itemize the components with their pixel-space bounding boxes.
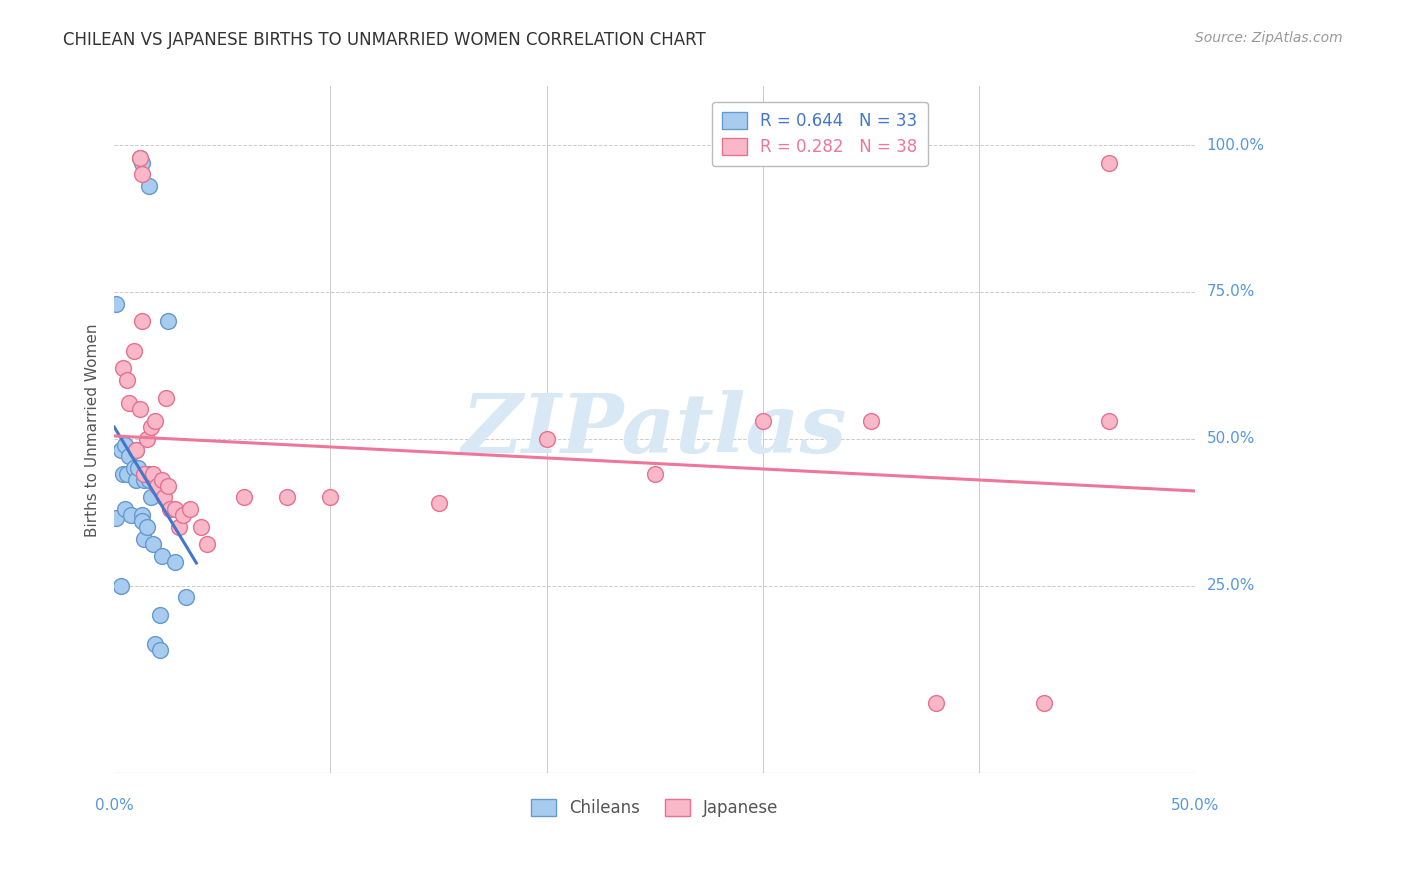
Point	[149, 643, 172, 657]
Text: 50.0%: 50.0%	[1206, 431, 1254, 446]
Point	[114, 502, 136, 516]
Point	[163, 502, 186, 516]
Point	[121, 508, 143, 522]
Point	[195, 537, 218, 551]
Point	[110, 578, 132, 592]
Point	[115, 373, 138, 387]
Point	[131, 514, 153, 528]
Y-axis label: Births to Unmarried Women: Births to Unmarried Women	[86, 323, 100, 537]
Point	[139, 420, 162, 434]
Point	[138, 473, 160, 487]
Point	[111, 361, 134, 376]
Point	[167, 520, 190, 534]
Point	[1098, 414, 1121, 428]
Point	[179, 502, 201, 516]
Point	[105, 296, 128, 310]
Text: 0.0%: 0.0%	[94, 798, 134, 814]
Point	[276, 491, 298, 505]
Point	[157, 478, 180, 492]
Point	[115, 467, 138, 481]
Point	[110, 443, 132, 458]
Point	[427, 496, 450, 510]
Point	[118, 450, 141, 464]
Point	[153, 491, 176, 505]
Point	[122, 343, 145, 358]
Point	[157, 314, 180, 328]
Point	[190, 520, 212, 534]
Point	[129, 402, 152, 417]
Point	[752, 414, 775, 428]
Point	[172, 508, 194, 522]
Point	[125, 473, 148, 487]
Point	[134, 467, 156, 481]
Point	[131, 168, 153, 182]
Point	[125, 443, 148, 458]
Text: 75.0%: 75.0%	[1206, 285, 1254, 300]
Point	[146, 478, 169, 492]
Text: ZIPatlas: ZIPatlas	[463, 390, 848, 470]
Point	[118, 396, 141, 410]
Point	[139, 491, 162, 505]
Point	[142, 537, 165, 551]
Point	[155, 391, 177, 405]
Point	[159, 502, 181, 516]
Point	[150, 549, 173, 563]
Point	[143, 414, 166, 428]
Point	[925, 696, 948, 710]
Text: CHILEAN VS JAPANESE BIRTHS TO UNMARRIED WOMEN CORRELATION CHART: CHILEAN VS JAPANESE BIRTHS TO UNMARRIED …	[63, 31, 706, 49]
Point	[138, 467, 160, 481]
Point	[1098, 155, 1121, 169]
Point	[134, 473, 156, 487]
Point	[131, 155, 153, 169]
Point	[174, 591, 197, 605]
Legend: Chileans, Japanese: Chileans, Japanese	[524, 792, 786, 823]
Point	[163, 555, 186, 569]
Point	[134, 532, 156, 546]
Point	[536, 432, 558, 446]
Point	[644, 467, 666, 481]
Point	[138, 179, 160, 194]
Point	[143, 637, 166, 651]
Point	[125, 443, 148, 458]
Point	[1033, 696, 1056, 710]
Point	[149, 607, 172, 622]
Text: 100.0%: 100.0%	[1206, 137, 1264, 153]
Point	[105, 511, 128, 525]
Point	[319, 491, 342, 505]
Point	[150, 473, 173, 487]
Point	[122, 461, 145, 475]
Point	[127, 461, 149, 475]
Point	[111, 467, 134, 481]
Point	[129, 151, 152, 165]
Point	[135, 520, 157, 534]
Point	[859, 414, 882, 428]
Point	[142, 467, 165, 481]
Text: 25.0%: 25.0%	[1206, 578, 1254, 593]
Text: 50.0%: 50.0%	[1171, 798, 1219, 814]
Point	[131, 314, 153, 328]
Text: Source: ZipAtlas.com: Source: ZipAtlas.com	[1195, 31, 1343, 45]
Point	[129, 151, 152, 165]
Point	[131, 508, 153, 522]
Point	[232, 491, 254, 505]
Point	[114, 437, 136, 451]
Point	[135, 432, 157, 446]
